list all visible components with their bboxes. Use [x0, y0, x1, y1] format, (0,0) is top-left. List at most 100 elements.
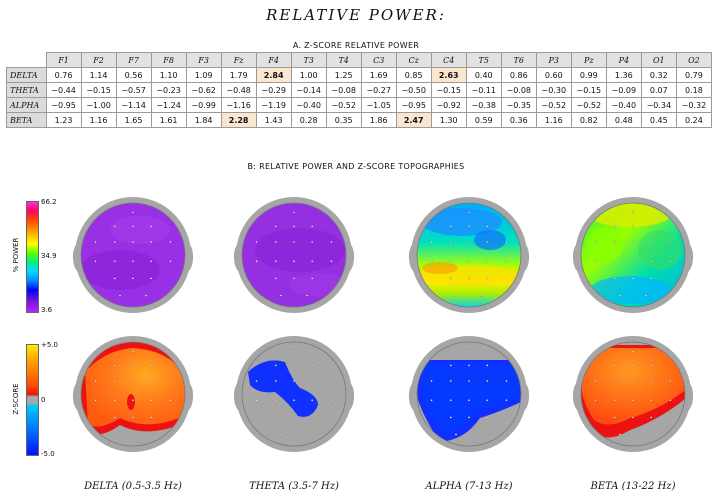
electrode-marker — [631, 350, 635, 353]
electrode-marker — [144, 294, 148, 297]
electrode-marker — [650, 379, 653, 383]
electrode-marker — [113, 260, 116, 263]
electrode-marker — [467, 277, 471, 280]
electrode-marker — [480, 433, 484, 436]
column-header: F4 — [255, 52, 292, 68]
column-header: F8 — [150, 52, 187, 68]
electrode-marker — [505, 399, 508, 402]
electrode-marker — [631, 379, 635, 383]
electrode-marker — [255, 399, 258, 402]
scalp-outline — [241, 202, 347, 308]
column-header: Cz — [395, 52, 432, 68]
scalp-outline — [80, 202, 186, 308]
electrode-marker — [292, 211, 296, 214]
zscore-scale-min: -5.0 — [41, 450, 55, 458]
electrode-marker — [631, 399, 635, 402]
electrode-marker — [169, 379, 172, 383]
electrode-marker — [613, 416, 616, 419]
electrode-marker — [274, 379, 277, 383]
electrode-marker — [311, 364, 314, 367]
electrode-marker — [650, 277, 653, 280]
electrode-marker — [613, 364, 616, 367]
scalp-outline — [580, 341, 686, 447]
electrode-marker — [169, 240, 172, 244]
electrode-marker — [613, 277, 616, 280]
electrode-marker — [449, 379, 452, 383]
electrode-marker — [311, 399, 314, 402]
row-header: BETA — [6, 112, 47, 128]
electrode-marker — [669, 260, 672, 263]
table-row: THETA −0.44 −0.15 −0.57 −0.23 −0.62 −0.48 −0.29… — [6, 82, 712, 98]
electrode-marker — [467, 260, 471, 263]
electrode-marker — [274, 416, 277, 419]
electrode-marker — [292, 350, 296, 353]
electrode-marker — [150, 225, 153, 228]
electrode-marker — [486, 225, 489, 228]
electrode-marker — [430, 379, 433, 383]
table-cell: 0.48 — [605, 112, 642, 128]
electrode-marker — [613, 225, 616, 228]
electrode-marker — [144, 433, 148, 436]
electrode-marker — [467, 225, 471, 228]
delta-power-map — [81, 203, 185, 307]
column-header: O2 — [675, 52, 712, 68]
electrode-marker — [94, 240, 97, 244]
electrode-marker — [449, 364, 452, 367]
scalp-outline — [580, 202, 686, 308]
table-cell: 2.47 — [395, 112, 432, 128]
electrode-marker — [467, 350, 471, 353]
zscore-table: F1 F2 F7 F8 F3 Fz F4 T3 T4 C3 Cz C4 T5 T6 P3 Pz P4 O1 O2 D… — [6, 52, 712, 128]
alpha-power-map — [417, 203, 521, 307]
electrode-marker — [311, 416, 314, 419]
electrode-marker — [467, 211, 471, 214]
electrode-marker — [594, 399, 597, 402]
electrode-marker — [305, 294, 309, 297]
electrode-marker — [644, 294, 648, 297]
power-colorbar — [26, 201, 39, 313]
section-a-title: A. Z-SCORE RELATIVE POWER — [292, 41, 420, 50]
electrode-marker — [467, 379, 471, 383]
power-scale-max: 66.2 — [41, 198, 57, 206]
electrode-marker — [449, 260, 452, 263]
electrode-marker — [131, 379, 135, 383]
table-cell: 1.61 — [150, 112, 187, 128]
electrode-marker — [305, 433, 309, 436]
electrode-marker — [594, 379, 597, 383]
electrode-marker — [292, 277, 296, 280]
electrode-marker — [131, 399, 135, 402]
electrode-marker — [330, 260, 333, 263]
table-cell: 2.63 — [430, 67, 467, 83]
electrode-marker — [113, 364, 116, 367]
electrode-marker — [669, 240, 672, 244]
electrode-marker — [430, 240, 433, 244]
zscore-colorbar — [26, 344, 39, 456]
table-cell: 1.23 — [45, 112, 82, 128]
column-header: F3 — [185, 52, 222, 68]
beta-power-map — [581, 203, 685, 307]
electrode-marker — [650, 364, 653, 367]
electrode-marker — [169, 399, 172, 402]
power-scale-mid: 34.9 — [41, 252, 57, 260]
electrode-marker — [131, 350, 135, 353]
electrode-marker — [131, 416, 135, 419]
electrode-marker — [486, 399, 489, 402]
electrode-marker — [292, 260, 296, 263]
electrode-marker — [94, 260, 97, 263]
table-cell: 1.43 — [255, 112, 292, 128]
electrode-marker — [113, 240, 116, 244]
electrode-marker — [292, 379, 296, 383]
power-scale-min: 3.6 — [41, 306, 53, 314]
electrode-marker — [94, 379, 97, 383]
electrode-marker — [631, 225, 635, 228]
electrode-marker — [113, 416, 116, 419]
electrode-marker — [449, 416, 452, 419]
electrode-marker — [449, 399, 452, 402]
electrode-marker — [255, 379, 258, 383]
table-row: DELTA 0.76 1.14 0.56 1.10 1.09 1.79 2.84 1.00 1.2… — [6, 67, 712, 83]
electrode-marker — [631, 211, 635, 214]
electrode-marker — [131, 277, 135, 280]
electrode-marker — [311, 277, 314, 280]
electrode-marker — [311, 240, 314, 244]
electrode-marker — [311, 260, 314, 263]
electrode-marker — [131, 211, 135, 214]
